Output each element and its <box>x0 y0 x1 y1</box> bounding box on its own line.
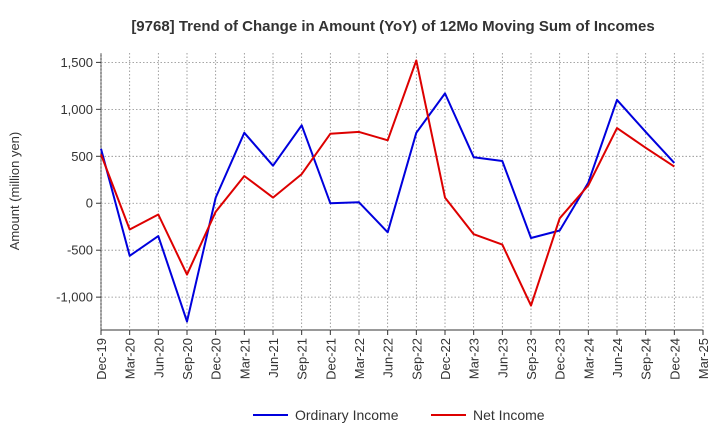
x-tick-label: Dec-20 <box>209 338 224 380</box>
x-tick-label: Dec-22 <box>438 338 453 380</box>
x-tick-label: Mar-20 <box>123 338 138 379</box>
y-tick-label: 1,000 <box>60 102 93 117</box>
ordinary-income-line <box>100 92 676 323</box>
x-tick-label: Mar-22 <box>352 338 367 379</box>
x-tick-label: Dec-21 <box>323 338 338 380</box>
x-tick-label: Sep-24 <box>639 338 654 380</box>
net-income-line <box>100 59 675 307</box>
x-tick-label: Sep-22 <box>409 338 424 380</box>
y-tick-label: 500 <box>71 149 93 164</box>
series-lines <box>100 59 676 323</box>
y-tick-label: 0 <box>86 196 93 211</box>
x-axis: Dec-19 Mar-20 Jun-20 Sep-20 Dec-20 Mar-21 Jun-… <box>94 330 711 380</box>
y-tick-label: -500 <box>67 243 93 258</box>
x-tick-label: Jun-20 <box>151 338 166 378</box>
x-tick-label: Jun-22 <box>381 338 396 378</box>
y-axis: -1,000 -500 0 500 1,000 1,500 <box>56 55 101 305</box>
x-tick-label: Sep-20 <box>180 338 195 380</box>
legend: Ordinary Income Net Income <box>253 407 545 423</box>
x-tick-label: Dec-24 <box>667 338 682 380</box>
net-income-legend-label: Net Income <box>473 407 545 423</box>
x-tick-label: Mar-25 <box>696 338 711 379</box>
plot-area <box>100 53 703 331</box>
x-tick-label: Jun-21 <box>266 338 281 378</box>
y-axis-label: Amount (million yen) <box>7 132 22 251</box>
x-tick-label: Mar-21 <box>237 338 252 379</box>
y-tick-label: -1,000 <box>56 290 93 305</box>
x-tick-label: Sep-21 <box>295 338 310 380</box>
chart-title: [9768] Trend of Change in Amount (YoY) o… <box>131 18 654 35</box>
x-tick-label: Mar-24 <box>581 338 596 379</box>
x-tick-label: Jun-24 <box>610 338 625 378</box>
x-tick-label: Mar-23 <box>467 338 482 379</box>
y-tick-label: 1,500 <box>60 55 93 70</box>
ordinary-income-legend-label: Ordinary Income <box>295 407 399 423</box>
plot-background <box>101 53 703 330</box>
x-tick-label: Sep-23 <box>524 338 539 380</box>
x-tick-label: Jun-23 <box>495 338 510 378</box>
x-tick-label: Dec-19 <box>94 338 109 380</box>
x-tick-label: Dec-23 <box>553 338 568 380</box>
grid <box>100 53 704 330</box>
